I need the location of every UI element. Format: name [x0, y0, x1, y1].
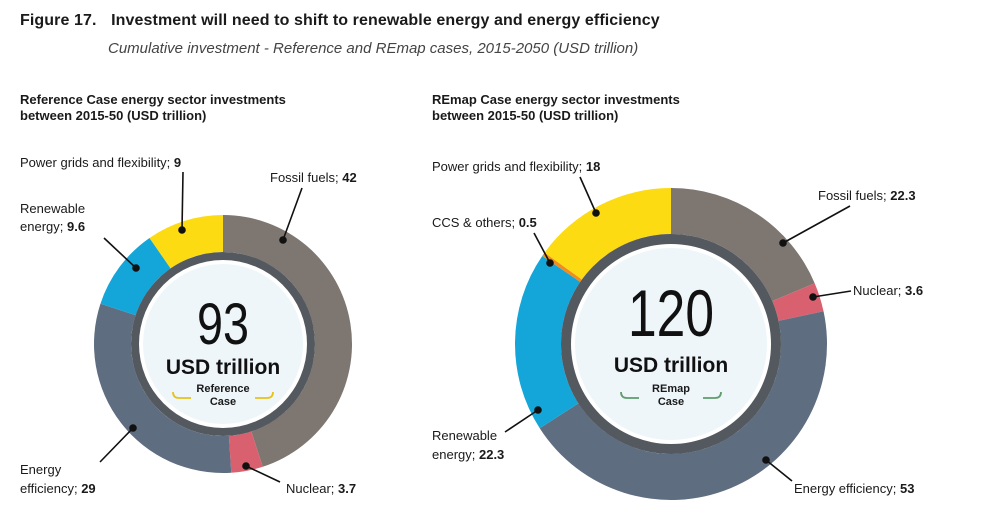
reference-slice-energy-efficiency: [93, 303, 232, 473]
figure-subtitle: Cumulative investment - Reference and RE…: [108, 40, 639, 57]
reference-slice-nuclear: [228, 431, 263, 473]
reference-center-disc: [143, 264, 303, 424]
label-remap-efficiency: Energy efficiency; 53: [794, 481, 914, 496]
reference-center-unit: USD trillion: [166, 356, 280, 379]
label-remap-fossil: Fossil fuels; 22.3: [818, 188, 916, 203]
remap-slice-renewable-energy: [515, 255, 581, 429]
remap-center-disc: [575, 248, 767, 440]
remap-chart-title-line2: between 2015-50 (USD trillion): [432, 108, 619, 123]
leader-remap-ccs: [533, 232, 551, 264]
remap-slice-fossil-fuels: [671, 187, 815, 302]
remap-bracket-right: [703, 391, 722, 399]
leader-remap-nuclear: [812, 290, 852, 298]
label-remap-renewable-1: Renewable: [432, 428, 497, 443]
figure-number: Figure 17.: [20, 12, 97, 29]
leader-dot-remap-nuclear: [809, 293, 817, 301]
leader-remap-renewable: [504, 409, 539, 433]
remap-center-unit: USD trillion: [614, 354, 728, 377]
leader-ref-nuclear: [245, 465, 281, 483]
label-remap-grids: Power grids and flexibility; 18: [432, 159, 600, 174]
reference-center-case-line2: Case: [210, 396, 236, 408]
label-ref-renewable-2: energy; 9.6: [20, 219, 85, 234]
reference-slice-fossil-fuels: [223, 215, 352, 467]
remap-slice-power-grids-and-flexibility: [544, 188, 671, 280]
leader-remap-fossil: [782, 205, 851, 244]
reference-chart-title-line1: Reference Case energy sector investments: [20, 92, 286, 107]
leader-dot-ref-fossil: [279, 236, 287, 244]
leader-dot-remap-grids: [592, 209, 600, 217]
label-ref-grids: Power grids and flexibility; 9: [20, 155, 181, 170]
remap-center-total: 120: [628, 276, 714, 350]
remap-labels: [504, 176, 852, 482]
reference-labels: [99, 171, 303, 483]
reference-slice-renewable-energy: [100, 237, 171, 316]
remap-slice-nuclear: [772, 283, 824, 321]
leader-remap-grids: [579, 176, 597, 214]
reference-slice-power-grids-and-flexibility: [149, 215, 223, 269]
reference-chart-title-line2: between 2015-50 (USD trillion): [20, 108, 207, 123]
figure-title-text: Investment will need to shift to renewab…: [111, 12, 660, 29]
leader-dot-remap-renewable: [534, 406, 542, 414]
label-ref-efficiency-1: Energy: [20, 462, 62, 477]
remap-chart-title: REmap Case energy sector investments bet…: [432, 92, 752, 124]
leader-dot-remap-efficiency: [762, 456, 770, 464]
leader-ref-efficiency: [99, 427, 134, 463]
label-remap-nuclear: Nuclear; 3.6: [853, 283, 923, 298]
remap-center-case-line1: REmap: [652, 383, 690, 395]
leader-dot-ref-grids: [178, 226, 186, 234]
leader-ref-grids: [181, 171, 184, 231]
leader-dot-remap-fossil: [779, 239, 787, 247]
label-remap-ccs: CCS & others; 0.5: [432, 215, 537, 230]
reference-chart-title: Reference Case energy sector investments…: [20, 92, 340, 124]
leader-dot-ref-nuclear: [242, 462, 250, 470]
leader-ref-renewable: [103, 237, 137, 269]
leader-ref-fossil: [282, 187, 303, 241]
leader-dot-remap-ccs: [546, 259, 554, 267]
remap-chart-title-line1: REmap Case energy sector investments: [432, 92, 680, 107]
label-ref-efficiency-2: efficiency; 29: [20, 481, 96, 496]
remap-center-case-line2: Case: [658, 396, 684, 408]
reference-bracket-right: [255, 391, 274, 399]
reference-bracket-left: [172, 391, 191, 399]
reference-center-case-line1: Reference: [196, 383, 249, 395]
reference-center-total: 93: [197, 292, 249, 357]
figure-title: Figure 17. Investment will need to shift…: [20, 12, 660, 30]
label-ref-nuclear: Nuclear; 3.7: [286, 481, 356, 496]
leader-remap-efficiency: [765, 459, 793, 482]
label-ref-fossil: Fossil fuels; 42: [270, 170, 357, 185]
remap-bracket-left: [620, 391, 639, 399]
remap-slice-energy-efficiency: [539, 311, 827, 500]
label-remap-renewable-2: energy; 22.3: [432, 447, 504, 462]
leader-dot-ref-renewable: [132, 264, 140, 272]
leader-dot-ref-efficiency: [129, 424, 137, 432]
label-ref-renewable-1: Renewable: [20, 201, 85, 216]
